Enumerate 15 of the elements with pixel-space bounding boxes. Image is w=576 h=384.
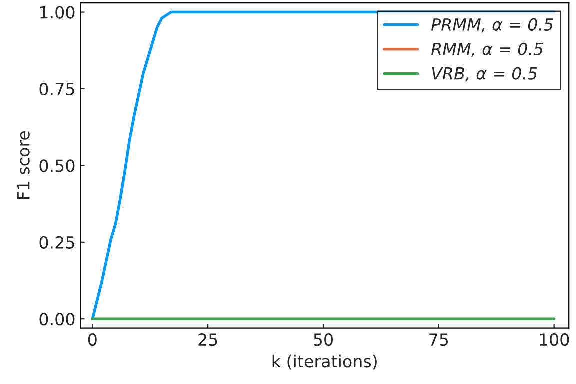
x-axis-title: k (iterations) [272, 354, 377, 370]
x-tick-label: 0 [88, 333, 97, 346]
y-tick-label: 0.50 [40, 160, 75, 172]
y-tick-label: 0.75 [40, 82, 74, 96]
y-tick-label: 0.00 [40, 313, 75, 326]
legend-label: PRMM, α = 0.5 [432, 18, 554, 33]
legend-label: RMM, α = 0.5 [432, 42, 544, 58]
x-tick-label: 50 [314, 333, 333, 346]
x-tick-label: 25 [198, 333, 218, 346]
y-tick-label: 0.25 [40, 236, 74, 249]
x-tick-label: 75 [430, 334, 448, 346]
legend-label: VRB, α = 0.5 [432, 67, 538, 82]
y-tick-label: 1.00 [40, 6, 75, 19]
y-axis-title: F1 score [17, 131, 30, 200]
x-tick-label: 100 [540, 333, 570, 346]
